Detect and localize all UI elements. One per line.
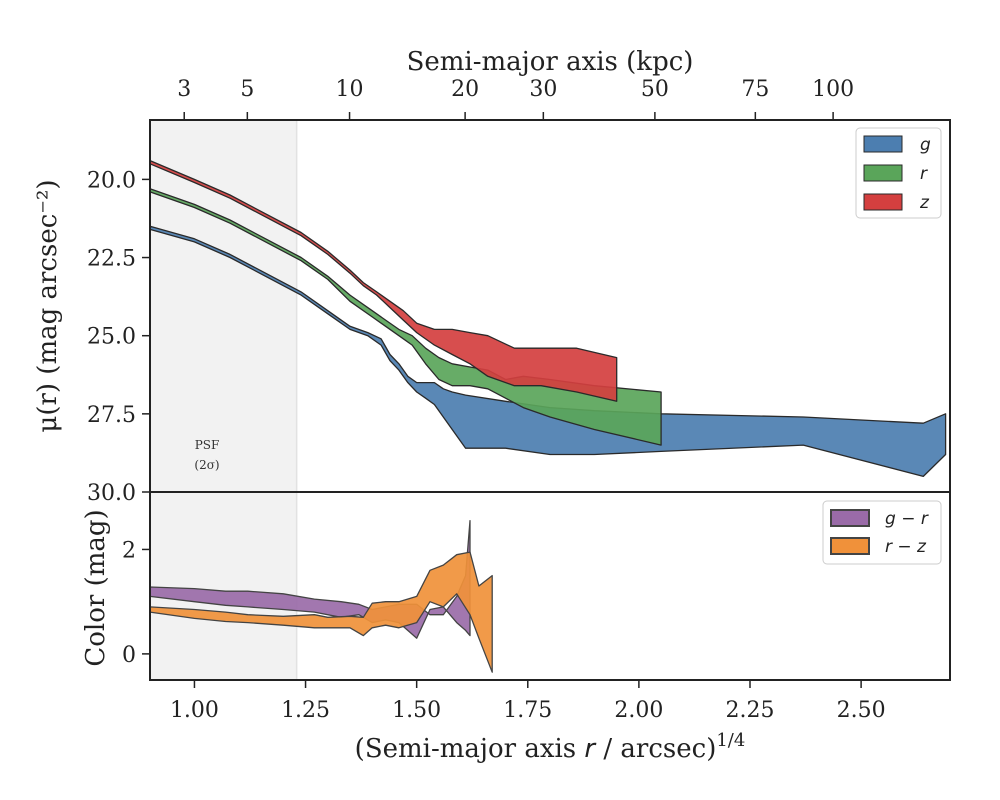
legend-swatch-g: [863, 135, 903, 153]
legend-swatch-g-r: [830, 509, 870, 527]
xtick-label: 2.50: [837, 698, 886, 723]
band-r-z: [149, 551, 493, 673]
psf-shaded-region-bottom: [150, 492, 297, 680]
psf-sigma-label: (2σ): [194, 458, 219, 472]
top-xaxis-title: Semi-major axis (kpc): [407, 47, 694, 77]
top-xtick-label: 20: [451, 77, 479, 102]
bottom-legend: g − r r − z: [822, 500, 942, 565]
bottom-panel-frame: [149, 491, 951, 681]
ytick-label: 25.0: [87, 325, 136, 350]
legend-label-r: r: [920, 164, 928, 184]
psf-label: PSF: [195, 438, 220, 452]
ytick-label: 20.0: [87, 168, 136, 193]
top-xtick-label: 75: [741, 77, 769, 102]
band-g: [149, 225, 947, 478]
xtick-label: 1.50: [392, 698, 441, 723]
xtick-label: 2.00: [614, 698, 663, 723]
top-xtick-label: 5: [240, 77, 254, 102]
top-yaxis-title: μ(r) (mag arcsec⁻²): [33, 179, 63, 432]
legend-swatch-z: [863, 193, 903, 211]
ytick-label: 0: [122, 643, 136, 668]
xaxis-title: (Semi-major axis r / arcsec)1/4: [355, 730, 746, 764]
bottom-yaxis-title: Color (mag): [81, 509, 111, 666]
xtick-label: 1.00: [170, 698, 219, 723]
top-xtick-label: 3: [177, 77, 191, 102]
ytick-label: 27.5: [87, 403, 136, 428]
legend-label-z: z: [919, 193, 930, 213]
top-xtick-label: 100: [812, 77, 854, 102]
legend-swatch-r-z: [830, 537, 870, 555]
psf-shaded-region: [150, 120, 297, 492]
legend-label-g-r: g − r: [885, 509, 929, 529]
top-legend: grz: [855, 127, 942, 219]
xtick-label: 1.25: [281, 698, 330, 723]
top-xtick-label: 30: [529, 77, 557, 102]
ytick-label: 22.5: [87, 247, 136, 272]
xtick-label: 1.75: [503, 698, 552, 723]
ytick-label: 30.0: [87, 481, 136, 506]
ytick-label: 2: [122, 538, 136, 563]
legend-label-g: g: [920, 135, 931, 155]
top-xtick-label: 50: [641, 77, 669, 102]
band-z: [149, 159, 618, 402]
top-xtick-label: 10: [336, 77, 364, 102]
color-profile-panel: 0 2 1.00 1.25 1.50 1.75 2.00 2.25 2.50 (Semi-majo…: [81, 491, 951, 764]
surface-brightness-panel: PSF (2σ) 20.0 22.5 25.0 27.5 30.0 3 5 10 20 30 50 75 1…: [33, 47, 951, 506]
legend-label-r-z: r − z: [885, 537, 927, 557]
legend-swatch-r: [863, 164, 903, 182]
xtick-label: 2.25: [726, 698, 775, 723]
